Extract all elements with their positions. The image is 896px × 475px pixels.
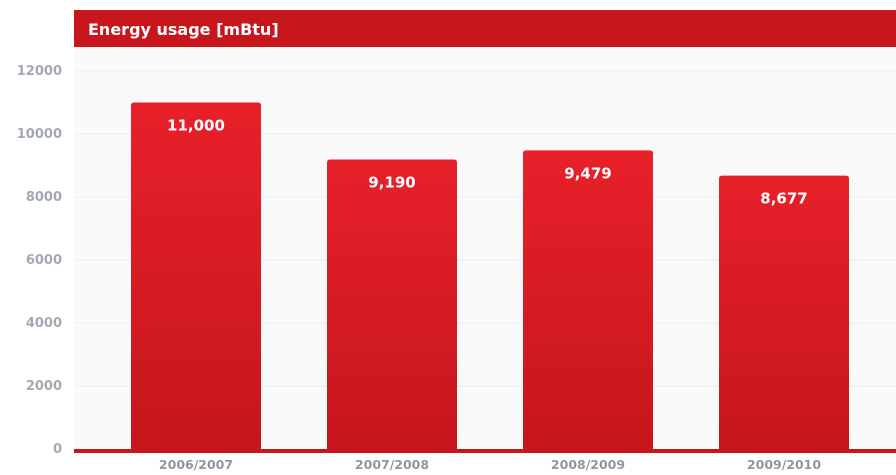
y-tick-label: 12000	[17, 64, 62, 79]
bars	[131, 102, 849, 449]
x-category-label: 2006/2007	[159, 457, 233, 472]
bar-2009-2010	[719, 175, 849, 449]
x-category-label: 2007/2008	[355, 457, 429, 472]
data-label: 11,000	[167, 117, 225, 135]
x-category-label: 2009/2010	[747, 457, 821, 472]
bar-2006-2007	[131, 102, 261, 449]
bar-2007-2008	[327, 159, 457, 449]
x-category-label: 2008/2009	[551, 457, 625, 472]
title-band	[74, 10, 896, 47]
bar-2008-2009	[523, 150, 653, 449]
data-labels: 11,000 9,190 9,479 8,677	[167, 117, 808, 208]
y-tick-label: 0	[53, 442, 62, 457]
y-tick-label: 10000	[17, 127, 62, 142]
y-tick-label: 4000	[26, 316, 62, 331]
y-tick-label: 6000	[26, 253, 62, 268]
data-label: 8,677	[760, 190, 807, 208]
y-axis-tick-labels: 0 2000 4000 6000 8000 10000 12000	[17, 64, 62, 457]
x-axis-category-labels: 2006/2007 2007/2008 2008/2009 2009/2010	[159, 457, 821, 472]
y-tick-label: 2000	[26, 379, 62, 394]
data-label: 9,190	[368, 174, 415, 192]
chart-title: Energy usage [mBtu]	[88, 20, 279, 39]
x-axis-baseline	[74, 449, 896, 453]
y-tick-label: 8000	[26, 190, 62, 205]
data-label: 9,479	[564, 164, 611, 182]
